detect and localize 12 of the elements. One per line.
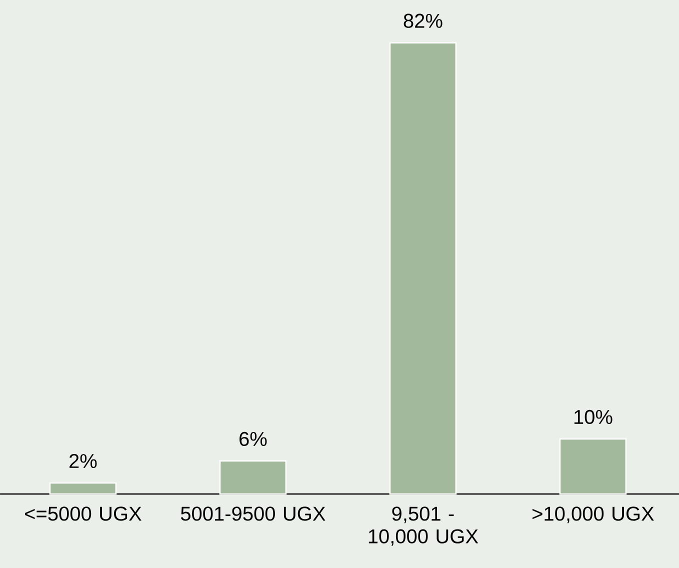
data-label: 6% — [240, 432, 267, 446]
bar — [559, 438, 627, 495]
data-label: 2% — [70, 454, 97, 468]
x-tick-label: <=5000 UGX — [25, 506, 142, 521]
x-tick-label: >10,000 UGX — [532, 506, 654, 524]
bar — [219, 460, 287, 495]
bar — [389, 42, 457, 495]
data-label: 82% — [404, 14, 442, 28]
x-tick-label: 5001-9500 UGX — [180, 506, 326, 521]
x-tick-label: 9,501 - 10,000 UGX — [368, 506, 478, 546]
bar — [49, 482, 117, 495]
data-label: 10% — [574, 410, 612, 424]
